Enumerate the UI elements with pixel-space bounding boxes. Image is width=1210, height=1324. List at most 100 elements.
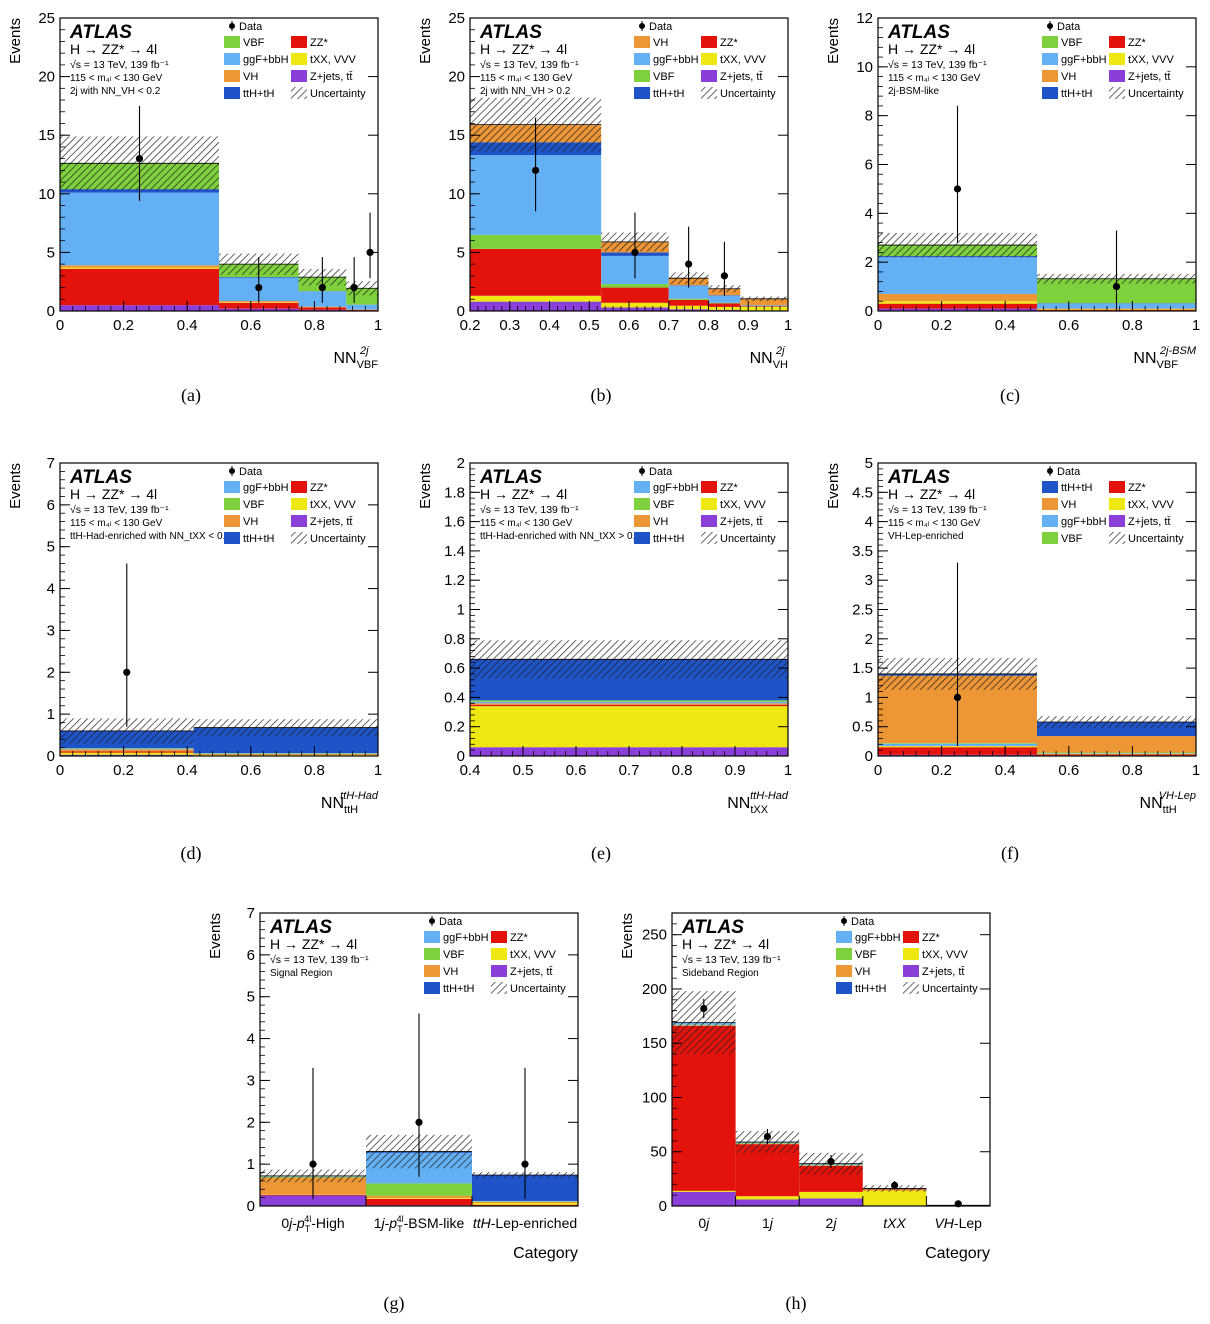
legend-swatch-vh xyxy=(224,70,240,82)
x-tick-label: 0.4 xyxy=(177,762,198,779)
y-tick-label: 3.5 xyxy=(852,543,873,560)
y-tick-label: 0.2 xyxy=(444,719,465,736)
legend: Data ggF+bbH ZZ* VBF tXX, VVV VH Z+jets, tt̄ tt… xyxy=(836,916,978,995)
y-tick-label: 0 xyxy=(865,303,873,320)
legend-swatch-uncertainty xyxy=(903,982,919,994)
legend-label-txx-vvv: tXX, VVV xyxy=(720,54,767,66)
legend-label-uncertainty: Uncertainty xyxy=(720,88,776,100)
data-point xyxy=(350,283,358,292)
process-label: H → ZZ* → 4l xyxy=(270,936,357,952)
x-tick-label: 0.7 xyxy=(619,762,640,779)
process-label: H → ZZ* → 4l xyxy=(480,41,567,57)
legend-swatch-tth-th xyxy=(1042,87,1058,99)
legend: Data VH ZZ* ggF+bbH tXX, VVV VBF Z+jets, tt̄ tt… xyxy=(634,21,776,100)
y-tick-label: 3 xyxy=(47,622,55,639)
legend-data-label: Data xyxy=(439,916,463,928)
y-tick-label: 1.6 xyxy=(444,514,465,531)
data-points xyxy=(953,105,1121,311)
stack-bars xyxy=(672,991,990,1206)
y-tick-label: 25 xyxy=(38,10,55,27)
legend-swatch-ggf-bbh xyxy=(634,481,650,493)
bar-txx-vvv-1 xyxy=(1037,753,1196,755)
bar-vh-2 xyxy=(472,1201,578,1204)
legend-swatch-z-jets-tt xyxy=(701,70,717,82)
legend-label-z-jets-tt: Z+jets, tt̄ xyxy=(310,516,353,528)
x-axis: 0j 1j 2j tXX VH-Lep xyxy=(671,1196,982,1231)
bar-vh-2 xyxy=(298,306,347,308)
legend-label-uncertainty: Uncertainty xyxy=(1128,88,1184,100)
x-tick-label: 0.6 xyxy=(619,317,640,334)
data-point xyxy=(531,166,540,174)
y-tick-label: 0 xyxy=(457,303,465,320)
legend-swatch-vh xyxy=(1042,498,1058,510)
x-tick-label: 0.4 xyxy=(995,317,1016,334)
legend-label-zz: ZZ* xyxy=(510,932,528,944)
y-axis: 0 2 4 6 8 10 12 xyxy=(856,10,1196,320)
y-tick-label: 7 xyxy=(47,455,55,472)
legend-swatch-z-jets-tt xyxy=(701,515,717,527)
y-tick-label: 2 xyxy=(457,455,465,472)
x-tick-label: 0.9 xyxy=(725,762,746,779)
x-tick-label: 0 xyxy=(874,317,882,334)
y-tick-label: 6 xyxy=(247,947,255,964)
y-tick-label: 15 xyxy=(448,127,465,144)
legend-label-ggf-bbh: ggF+bbH xyxy=(443,932,489,944)
legend-label-ggf-bbh: ggF+bbH xyxy=(653,482,699,494)
caption-c: (c) xyxy=(1000,385,1020,405)
data-point xyxy=(366,248,374,256)
y-tick-label: 5 xyxy=(47,539,55,556)
legend-swatch-uncertainty xyxy=(1109,532,1125,544)
y-tick-label: 0 xyxy=(247,1198,255,1215)
x-tick-label: 0.5 xyxy=(513,762,534,779)
plot-frame xyxy=(671,912,991,1207)
x-tick-label: 0 xyxy=(874,762,882,779)
bar-vh-4 xyxy=(740,298,788,306)
stack-bars xyxy=(60,718,378,756)
atlas-title: ATLAS xyxy=(69,22,132,43)
category-label: 0j xyxy=(698,1215,710,1231)
legend-label-vbf: VBF xyxy=(243,37,265,49)
bar-z-jets-tt-1 xyxy=(219,308,299,311)
bar-zz-3 xyxy=(708,303,741,307)
legend-label-zz: ZZ* xyxy=(1128,37,1146,49)
legend-swatch-txx-vvv xyxy=(1109,498,1125,510)
x-tick-label: 0.4 xyxy=(539,317,560,334)
energy-label: √s = 13 TeV, 139 fb⁻¹ xyxy=(70,504,169,516)
y-tick-label: 4 xyxy=(247,1031,255,1048)
legend-swatch-txx-vvv xyxy=(1109,53,1125,65)
bar-zz-1 xyxy=(601,287,669,303)
data-points xyxy=(531,117,728,296)
y-tick-label: 1 xyxy=(47,706,55,723)
bar-vbf-1 xyxy=(601,284,669,288)
y-axis-label: Events xyxy=(7,463,24,509)
bar-ggf-bbh-3 xyxy=(346,304,378,310)
bar-txx-vvv-0 xyxy=(878,301,1037,304)
legend-swatch-uncertainty xyxy=(491,982,507,994)
legend-label-zz: ZZ* xyxy=(310,37,328,49)
selection-label: 115 < m₄ₗ < 130 GeV xyxy=(70,518,163,529)
selection-label: 115 < m₄ₗ < 130 GeV xyxy=(480,73,573,84)
caption-g: (g) xyxy=(383,1293,405,1313)
bar-vbf-1 xyxy=(1037,752,1196,754)
legend-data-label: Data xyxy=(851,916,875,928)
data-point xyxy=(763,1132,771,1141)
y-tick-label: 5 xyxy=(457,244,465,261)
legend-swatch-ggf-bbh xyxy=(224,53,240,65)
legend-label-tth-th: ttH+tH xyxy=(855,983,887,995)
legend-label-z-jets-tt: Z+jets, tt̄ xyxy=(720,516,763,528)
legend-swatch-vh xyxy=(1042,70,1058,82)
legend-label-ggf-bbh: ggF+bbH xyxy=(653,54,699,66)
y-tick-label: 10 xyxy=(856,59,873,76)
legend-label-txx-vvv: tXX, VVV xyxy=(1128,54,1175,66)
y-tick-label: 0 xyxy=(659,1198,667,1215)
panel-b: 0 5 10 15 20 25 Events 0.2 0.3 0.4 0.5 0.6 0.7 0.8 0.9… xyxy=(417,10,792,371)
legend-swatch-uncertainty xyxy=(1109,87,1125,99)
legend-label-vh: VH xyxy=(653,516,668,528)
energy-label: √s = 13 TeV, 139 fb⁻¹ xyxy=(70,59,169,71)
legend: Data ggF+bbH ZZ* VBF tXX, VVV VH Z+jets, tt̄ tt… xyxy=(224,466,366,545)
data-point xyxy=(954,1200,962,1208)
data-point xyxy=(318,283,326,292)
legend-swatch-z-jets-tt xyxy=(1109,70,1125,82)
